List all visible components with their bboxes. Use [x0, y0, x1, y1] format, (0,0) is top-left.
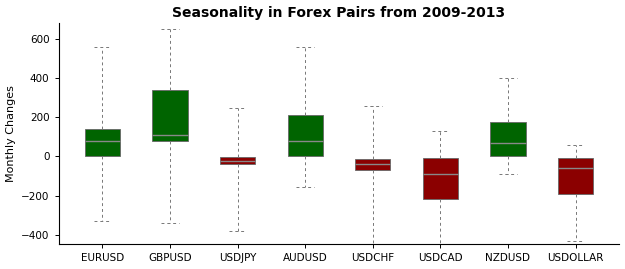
Bar — [152, 90, 188, 141]
Bar — [491, 122, 526, 157]
Bar — [85, 129, 120, 157]
Bar — [220, 157, 255, 164]
Bar — [558, 158, 593, 194]
Y-axis label: Monthly Changes: Monthly Changes — [6, 86, 16, 182]
Bar — [288, 115, 322, 157]
Title: Seasonality in Forex Pairs from 2009-2013: Seasonality in Forex Pairs from 2009-201… — [173, 6, 506, 20]
Bar — [422, 158, 458, 199]
Bar — [355, 159, 391, 170]
